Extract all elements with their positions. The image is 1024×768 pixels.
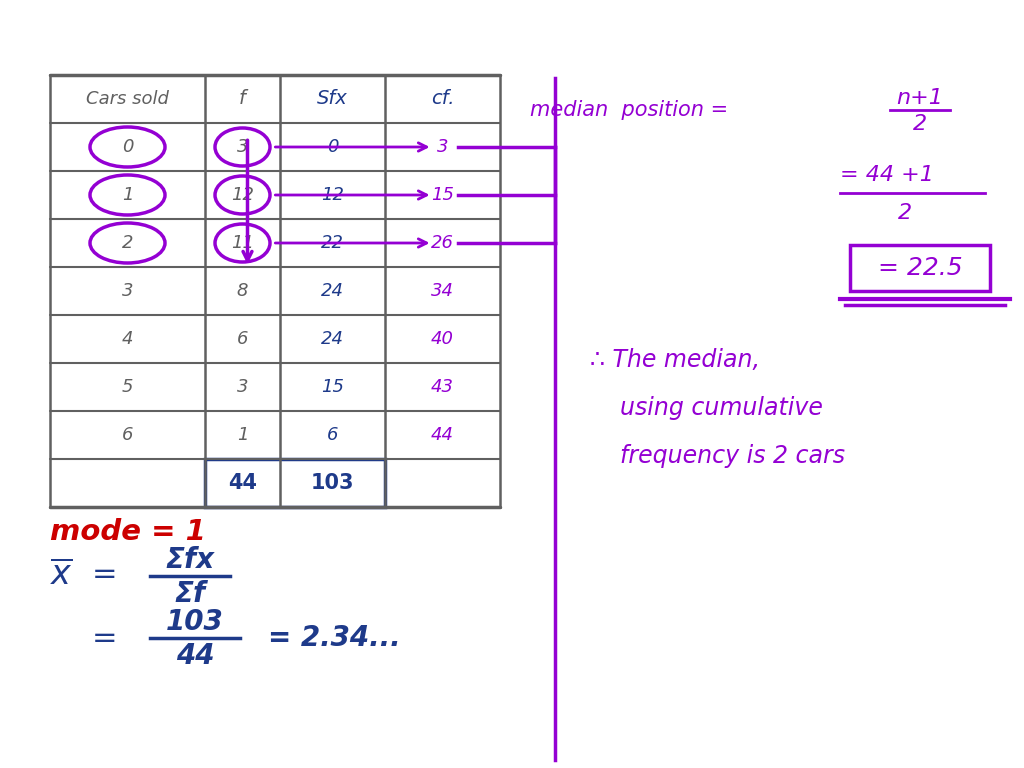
Text: 2: 2 (122, 234, 133, 252)
Text: frequency is 2 cars: frequency is 2 cars (620, 444, 845, 468)
Text: 12: 12 (231, 186, 254, 204)
Bar (850, 245, 990, 291)
Text: 12: 12 (321, 186, 344, 204)
Text: 11: 11 (231, 234, 254, 252)
Text: =: = (92, 624, 118, 653)
Text: 44: 44 (431, 426, 454, 444)
Text: 1: 1 (237, 426, 248, 444)
Text: 8: 8 (237, 282, 248, 300)
Text: 40: 40 (431, 330, 454, 348)
Text: 0: 0 (327, 138, 338, 156)
Text: 2: 2 (913, 114, 927, 134)
Text: f: f (239, 90, 246, 108)
Text: 34: 34 (431, 282, 454, 300)
Text: =: = (92, 561, 118, 590)
Text: 24: 24 (321, 282, 344, 300)
Text: 4: 4 (122, 330, 133, 348)
Text: 1: 1 (122, 186, 133, 204)
Text: Σfx: Σfx (166, 546, 214, 574)
Text: 43: 43 (431, 378, 454, 396)
Text: cf.: cf. (431, 90, 455, 108)
Text: Σf: Σf (174, 580, 206, 608)
Text: 3: 3 (437, 138, 449, 156)
Text: $\overline{x}$: $\overline{x}$ (50, 558, 73, 591)
Text: 15: 15 (431, 186, 454, 204)
Text: ∴ The median,: ∴ The median, (590, 348, 760, 372)
Text: = 44 +1: = 44 +1 (840, 165, 934, 185)
Text: 3: 3 (122, 282, 133, 300)
Text: 6: 6 (327, 426, 338, 444)
Text: 6: 6 (122, 426, 133, 444)
Text: 103: 103 (166, 608, 224, 636)
Text: using cumulative: using cumulative (620, 396, 823, 420)
Text: mode = 1: mode = 1 (50, 518, 206, 546)
Text: 24: 24 (321, 330, 344, 348)
Text: Cars sold: Cars sold (86, 90, 169, 108)
Text: 6: 6 (237, 330, 248, 348)
Text: 2: 2 (898, 203, 912, 223)
Text: 22: 22 (321, 234, 344, 252)
Text: 44: 44 (176, 642, 214, 670)
Text: 26: 26 (431, 234, 454, 252)
Text: Sfx: Sfx (317, 90, 348, 108)
Bar (205, 459, 385, 507)
Text: 3: 3 (237, 378, 248, 396)
Text: 15: 15 (321, 378, 344, 396)
Text: median  position =: median position = (530, 100, 735, 120)
Text: 44: 44 (228, 473, 257, 493)
Text: 3: 3 (237, 138, 248, 156)
Text: n+1: n+1 (897, 88, 943, 108)
Text: 103: 103 (310, 473, 354, 493)
Text: = 22.5: = 22.5 (878, 256, 963, 280)
Text: 0: 0 (122, 138, 133, 156)
Text: 5: 5 (122, 378, 133, 396)
Text: = 2.34...: = 2.34... (268, 624, 400, 652)
